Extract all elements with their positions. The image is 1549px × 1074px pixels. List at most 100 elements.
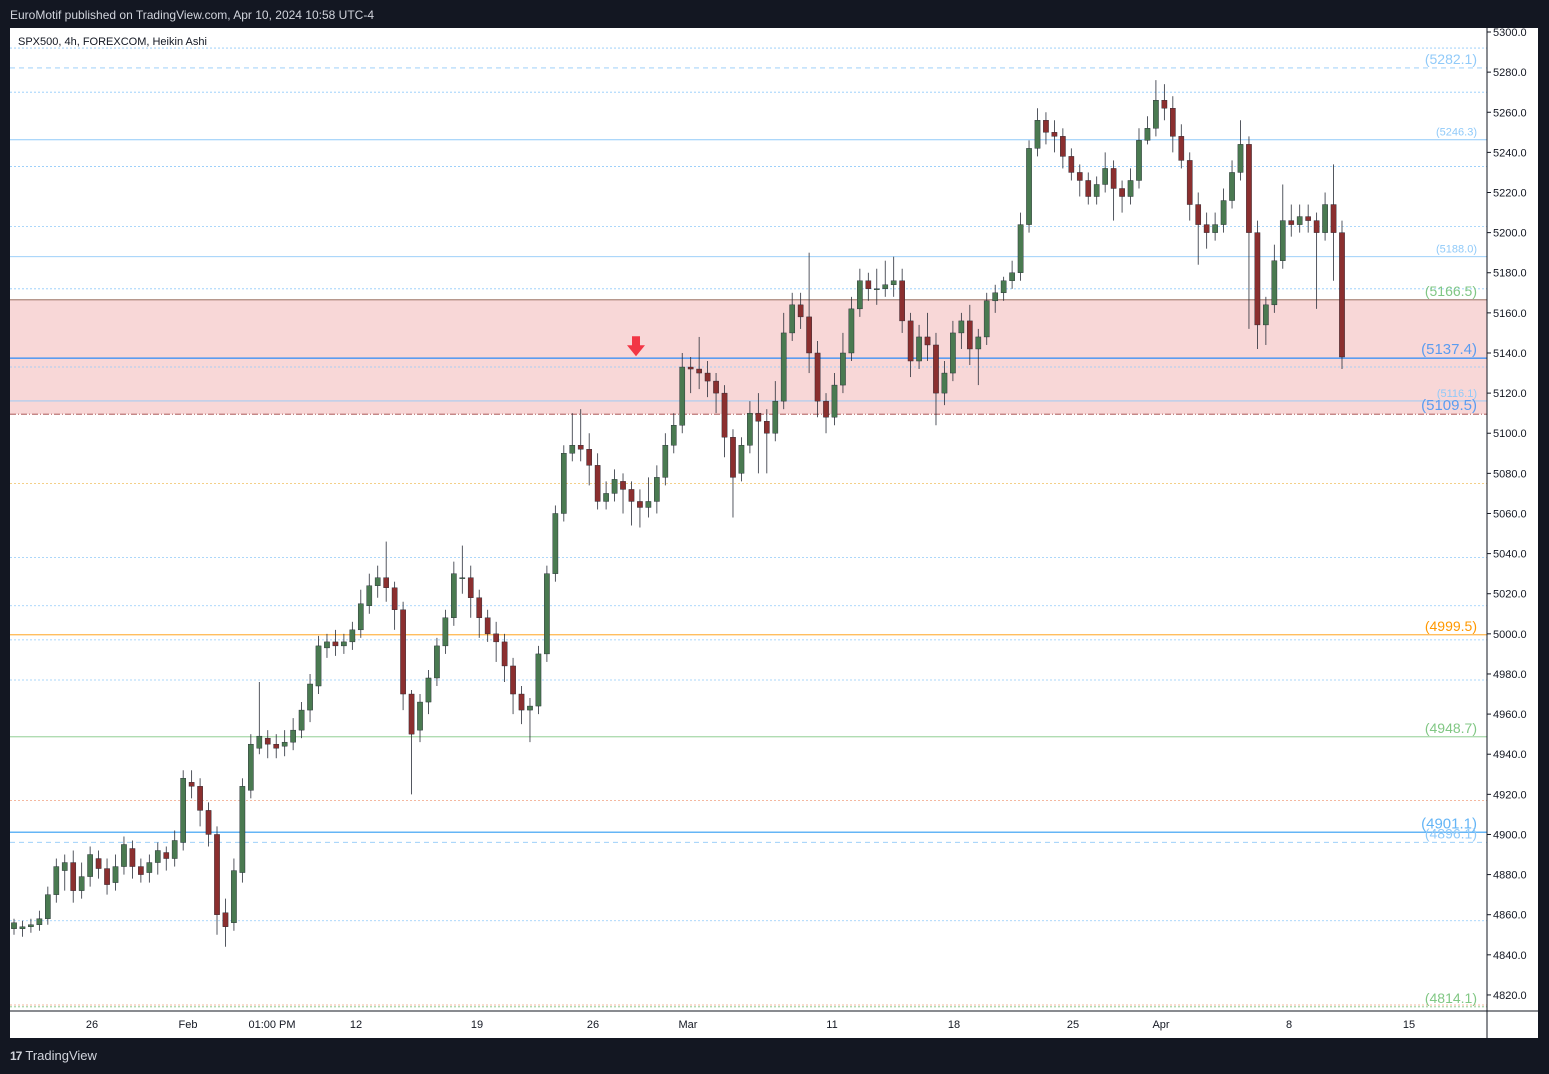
candle-body [78,876,85,891]
candle-body [231,870,237,923]
candle-body [670,425,677,446]
price-tick-label: 5300.0 [1493,28,1527,39]
level-label: (4896.1) [1425,825,1477,841]
time-tick-label: 15 [1403,1019,1415,1031]
time-tick-label: Feb [179,1019,198,1031]
footer-bar: 17 TradingView [0,1038,1549,1074]
candle-body [1017,224,1024,273]
candle-body [1254,232,1261,326]
time-tick-label: 01:00 PM [248,1019,295,1031]
candle-body [687,366,694,370]
candle-body [586,449,593,466]
candle-body [349,629,356,643]
time-tick-label: 11 [826,1019,837,1031]
candle-body [248,743,254,791]
candle-body [577,445,584,450]
candle-body [307,683,313,711]
candle-body [61,862,68,871]
candle-body [873,288,880,290]
candle-body [239,786,246,873]
price-tick-label: 4960.0 [1493,709,1527,721]
tradingview-logo-icon: 17 [10,1048,22,1063]
candle-body [70,862,77,891]
candle-body [1203,224,1210,233]
candle-body [341,641,347,647]
candle-body [1102,168,1108,185]
candle-body [1085,180,1092,197]
candle-body [603,493,609,502]
price-tick-label: 4920.0 [1493,789,1527,801]
candle-body [112,866,119,883]
candle-body [797,304,804,318]
candle-body [197,786,203,811]
candle-body [19,926,26,929]
candle-body [45,894,51,919]
candle-body [1322,204,1328,233]
price-tick-label: 5080.0 [1493,468,1527,480]
candle-body [451,573,457,618]
level-label: (4814.1) [1425,990,1477,1006]
candle-body [1060,136,1066,157]
tradingview-logo[interactable]: 17 TradingView [10,1048,97,1063]
candle-body [1229,172,1235,201]
publisher-header: EuroMotif published on TradingView.com, … [0,0,1549,28]
candle-body [645,501,652,508]
candle-body [1178,136,1185,161]
candle-body [544,573,550,655]
price-chart[interactable]: (5282.1) (5246.3) (5188.0) (5166.5) (5137.4)… [10,28,1538,1038]
candle-body [493,633,499,643]
candle-body [933,344,939,394]
candle-body [281,741,288,747]
candle-body [1110,168,1117,189]
level-label: (5282.1) [1425,51,1477,67]
candle-body [679,366,686,426]
candle-body [1279,220,1286,261]
candle-body [222,912,229,927]
candle-body [205,810,212,835]
candle-body [560,453,567,514]
candle-body [1186,160,1193,205]
candle-body [1305,216,1311,221]
candle-body [374,577,381,586]
time-tick-label: 12 [350,1019,362,1031]
candle-body [476,597,483,618]
candle-body [806,316,812,354]
candle-body [950,332,956,374]
candle-body [1263,304,1269,326]
price-tick-label: 5200.0 [1493,228,1527,240]
chart-panel[interactable]: (5282.1) (5246.3) (5188.0) (5166.5) (5137.4)… [10,28,1538,1038]
candle-body [941,372,948,394]
price-tick-label: 5060.0 [1493,508,1527,520]
level-label: (4901.1) [1421,815,1477,832]
candle-body [1076,172,1083,181]
symbol-label: SPX500, 4h, FOREXCOM, Heikin Ashi [18,36,207,48]
candle-body [899,280,905,322]
candle-body [95,858,102,869]
candle-body [104,868,110,885]
candle-body [840,352,846,386]
candle-body [138,866,144,875]
candle-body [425,677,432,703]
candle-body [298,709,305,731]
candle-body [484,617,491,635]
candle-body [214,834,220,915]
time-tick-label: 19 [471,1019,483,1031]
candle-body [383,577,390,588]
candle-body [983,300,990,338]
candle-body [552,513,559,574]
candle-body [628,489,635,502]
candle-body [738,445,745,474]
candle-body [865,280,872,289]
time-tick-label: Mar [679,1019,698,1031]
candle-body [154,850,161,863]
price-tick-label: 5100.0 [1493,428,1527,440]
level-label: (5166.5) [1425,283,1477,299]
candle-body [907,320,914,362]
candle-body [510,665,516,695]
candle-body [721,392,728,438]
candle-body [1000,280,1007,294]
candle-body [975,336,982,350]
time-tick-label: 25 [1067,1019,1079,1031]
tradingview-brand-text: TradingView [25,1048,97,1063]
candle-body [36,918,43,925]
